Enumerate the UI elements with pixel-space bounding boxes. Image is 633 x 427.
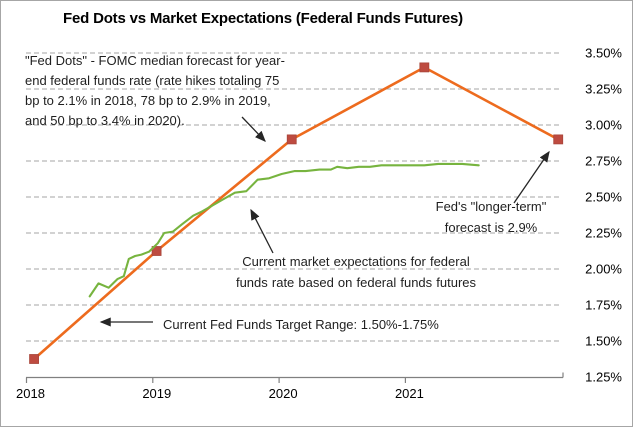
annotation-longer-term-line: forecast is 2.9%: [444, 220, 538, 235]
y-axis-label: 3.50%: [585, 46, 622, 61]
y-axis-label: 3.25%: [585, 82, 622, 97]
x-axis-label: 2020: [269, 386, 298, 401]
fed-dots-marker: [151, 246, 162, 256]
x-axis-label: 2021: [395, 386, 424, 401]
annotation-market-expectations: Current market expectations for federal …: [233, 251, 479, 293]
annotation-fed-dots-line: and 50 bp to 3.4% in 2020).: [25, 113, 185, 128]
fed-dots-marker: [553, 134, 564, 145]
x-axis-label: 2019: [142, 386, 171, 401]
y-axis-label: 2.25%: [585, 226, 622, 241]
chart-title: Fed Dots vs Market Expectations (Federal…: [63, 10, 463, 27]
annotation-market-line: Current market expectations for federal: [242, 254, 470, 269]
annotation-arrow: [513, 150, 550, 204]
y-axis-label: 3.00%: [585, 118, 622, 133]
x-axis-label: 2018: [16, 386, 45, 401]
annotation-fed-dots-line: bp to 2.1% in 2018, 78 bp to 2.9% in 201…: [25, 93, 271, 108]
annotation-market-line: funds rate based on federal funds future…: [235, 275, 477, 290]
annotation-fed-dots-line: "Fed Dots" - FOMC median forecast for ye…: [25, 53, 285, 68]
y-axis-label: 2.50%: [585, 190, 622, 205]
annotation-target-range: Current Fed Funds Target Range: 1.50%-1.…: [163, 316, 439, 333]
market-expectations-line: [88, 162, 480, 298]
annotation-arrow: [241, 116, 266, 142]
y-axis-label: 2.75%: [585, 154, 622, 169]
annotation-target-range-line: Current Fed Funds Target Range: 1.50%-1.…: [163, 317, 439, 332]
fed-dots-marker: [286, 134, 297, 145]
y-axis-label: 2.00%: [585, 262, 622, 277]
y-axis-label: 1.25%: [585, 370, 622, 385]
annotation-longer-term: Fed's "longer-term" forecast is 2.9%: [406, 196, 576, 238]
annotation-arrow: [250, 208, 274, 254]
y-axis-label: 1.50%: [585, 334, 622, 349]
annotation-fed-dots-line: end federal funds rate (rate hikes total…: [25, 73, 280, 88]
annotation-longer-term-line: Fed's "longer-term": [435, 199, 547, 214]
annotation-fed-dots: "Fed Dots" - FOMC median forecast for ye…: [25, 51, 285, 131]
y-axis-label: 1.75%: [585, 298, 622, 313]
fed-dots-marker: [29, 354, 39, 364]
fed-dots-marker: [419, 62, 430, 73]
